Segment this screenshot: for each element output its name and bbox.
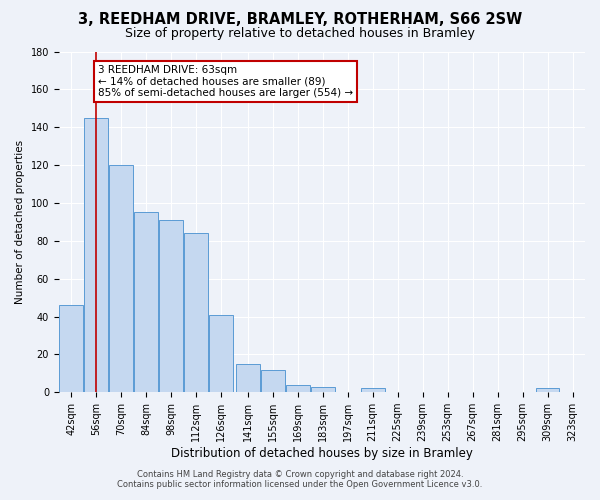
Bar	[134, 212, 158, 392]
Bar	[59, 305, 83, 392]
Bar	[109, 165, 133, 392]
Text: Size of property relative to detached houses in Bramley: Size of property relative to detached ho…	[125, 28, 475, 40]
Text: 3, REEDHAM DRIVE, BRAMLEY, ROTHERHAM, S66 2SW: 3, REEDHAM DRIVE, BRAMLEY, ROTHERHAM, S6…	[78, 12, 522, 28]
X-axis label: Distribution of detached houses by size in Bramley: Distribution of detached houses by size …	[171, 447, 473, 460]
Bar	[311, 386, 335, 392]
Y-axis label: Number of detached properties: Number of detached properties	[15, 140, 25, 304]
Bar	[261, 370, 285, 392]
Bar	[286, 384, 310, 392]
Text: 3 REEDHAM DRIVE: 63sqm
← 14% of detached houses are smaller (89)
85% of semi-det: 3 REEDHAM DRIVE: 63sqm ← 14% of detached…	[98, 65, 353, 98]
Bar	[361, 388, 385, 392]
Bar	[236, 364, 260, 392]
Bar	[536, 388, 559, 392]
Text: Contains HM Land Registry data © Crown copyright and database right 2024.
Contai: Contains HM Land Registry data © Crown c…	[118, 470, 482, 489]
Bar	[159, 220, 183, 392]
Bar	[184, 233, 208, 392]
Bar	[84, 118, 108, 392]
Bar	[209, 314, 233, 392]
